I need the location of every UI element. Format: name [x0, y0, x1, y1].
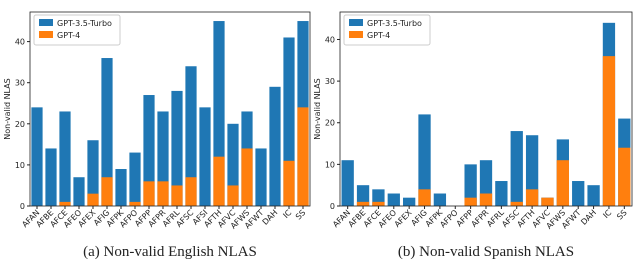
bar [525, 135, 539, 206]
x-tick-label: SS [615, 208, 629, 222]
legend-label: GPT-3.5-Turbo [367, 19, 422, 28]
bar [101, 177, 113, 206]
y-axis-label: Non-valid NLAS [3, 78, 12, 140]
bar [433, 193, 447, 206]
y-tick-label: 40 [15, 38, 25, 47]
bar [171, 185, 183, 206]
y-tick-label: 40 [325, 35, 335, 44]
x-tick-label: IC [601, 208, 613, 220]
bar [171, 90, 183, 206]
y-tick-label: 10 [325, 160, 335, 169]
bar [143, 95, 155, 206]
caption: (b) Non-valid Spanish NLAS [398, 244, 574, 260]
bar [31, 107, 43, 206]
bar [572, 181, 585, 206]
bar [227, 123, 239, 206]
bar [479, 193, 493, 206]
x-tick-label: DAH [261, 208, 280, 227]
x-tick-label: DAH [579, 208, 598, 227]
bar [185, 177, 197, 206]
caption: (a) Non-valid English NLAS [83, 244, 257, 260]
legend-swatch [39, 31, 53, 38]
legend-swatch [39, 19, 53, 26]
bar [185, 66, 197, 206]
bar [129, 201, 141, 206]
bar [510, 201, 523, 206]
bar [87, 193, 99, 206]
bar [59, 201, 71, 206]
x-tick-label: IC [281, 208, 293, 220]
bar [227, 185, 239, 206]
y-axis-label: Non-valid NLAS [313, 78, 322, 140]
bar [129, 152, 141, 206]
bar [587, 185, 600, 206]
bar [387, 193, 400, 206]
bar [283, 160, 295, 206]
bar [372, 201, 385, 206]
legend-label: GPT-4 [367, 31, 390, 40]
bar [255, 148, 267, 206]
bar [87, 140, 99, 206]
legend-swatch [349, 31, 363, 38]
y-tick-label: 30 [325, 77, 335, 86]
bar [213, 156, 225, 206]
legend-label: GPT-3.5-Turbo [57, 19, 112, 28]
legend-swatch [349, 19, 363, 26]
bar [356, 201, 370, 206]
bar [213, 21, 225, 206]
y-tick-label: 30 [15, 79, 25, 88]
bar [59, 111, 71, 206]
y-tick-label: 20 [15, 120, 25, 129]
bar [73, 177, 85, 206]
bar [101, 58, 113, 206]
bar [297, 107, 309, 206]
bar [464, 164, 477, 206]
bar [356, 185, 370, 206]
bar [418, 189, 431, 206]
bar [618, 147, 631, 206]
bar [495, 181, 508, 206]
bar [418, 114, 431, 206]
axes-frame [339, 11, 633, 207]
bar [403, 197, 416, 206]
bar [241, 148, 253, 206]
bar [556, 160, 569, 206]
x-tick-label: AFPO [438, 208, 459, 229]
legend-label: GPT-4 [57, 31, 80, 40]
x-tick-label: AFEX [393, 208, 414, 229]
bar [115, 169, 127, 206]
y-tick-label: 20 [325, 119, 335, 128]
bar [157, 111, 169, 206]
bar [199, 107, 211, 206]
bar [602, 56, 616, 206]
legend-box [343, 14, 431, 46]
axes-frame [29, 11, 311, 207]
y-tick-label: 10 [15, 161, 25, 170]
y-tick-label: 0 [330, 202, 335, 211]
bar [464, 197, 477, 206]
bar [143, 181, 155, 206]
y-tick-label: 0 [20, 202, 25, 211]
bar [341, 160, 354, 206]
bar [269, 86, 281, 206]
bar [510, 131, 523, 206]
legend-box [33, 14, 121, 46]
bar [45, 148, 57, 206]
bar [283, 37, 295, 207]
bar [541, 197, 554, 206]
x-tick-label: SS [294, 208, 308, 222]
bar [157, 181, 169, 206]
bar [525, 189, 539, 206]
